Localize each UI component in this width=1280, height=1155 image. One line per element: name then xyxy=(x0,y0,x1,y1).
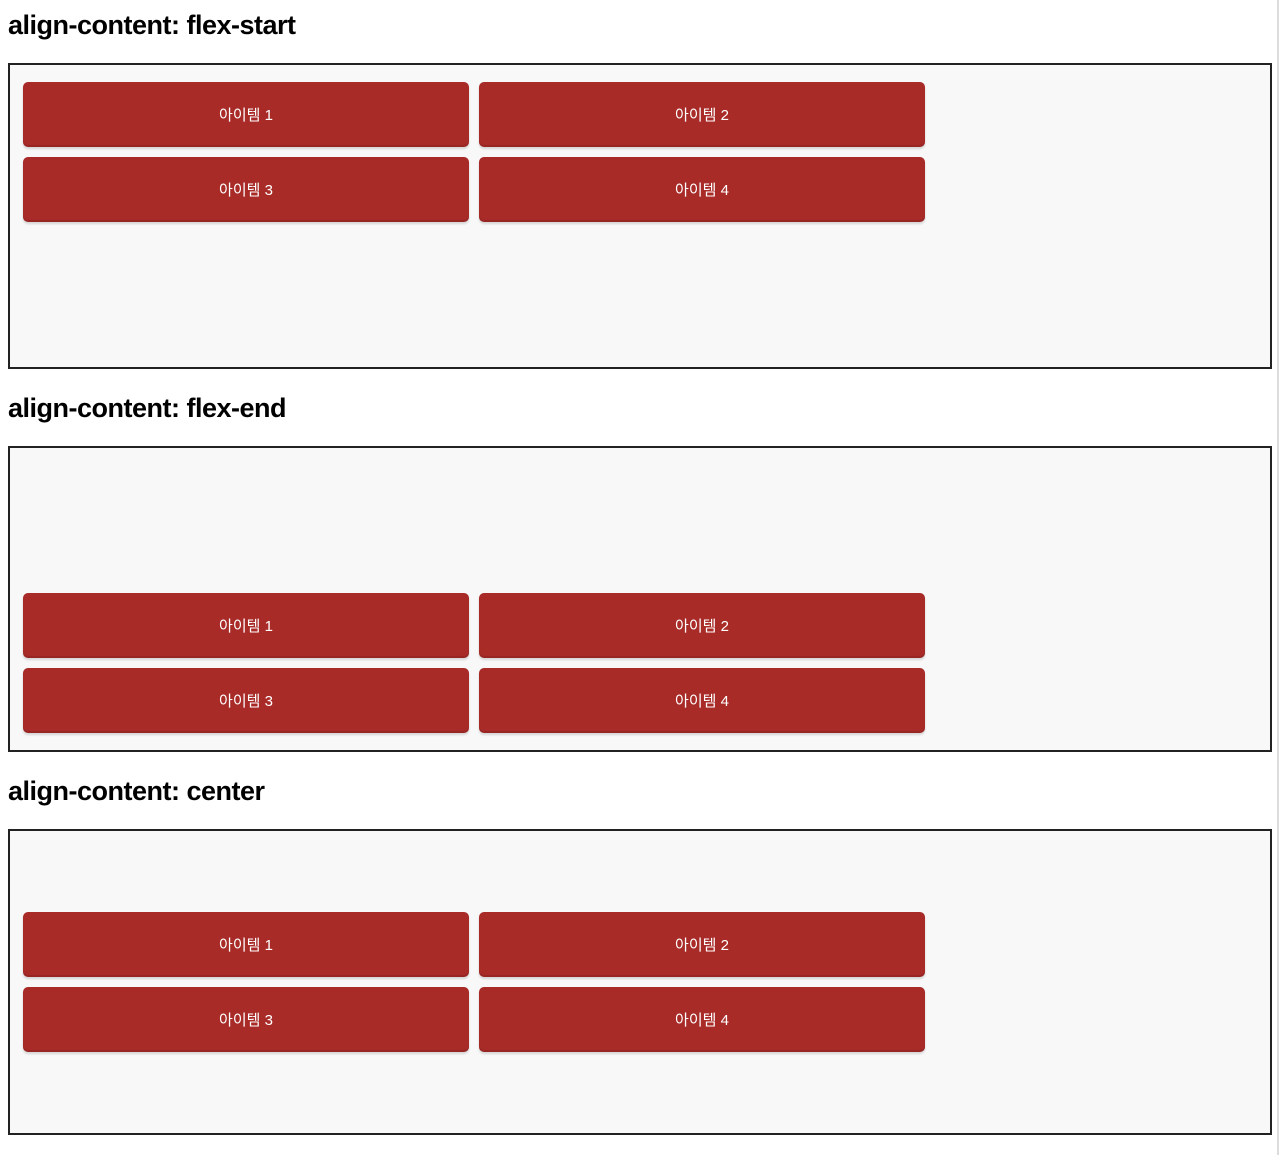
flex-item: 아이템 3 xyxy=(23,668,469,734)
flex-item: 아이템 4 xyxy=(479,157,925,223)
flex-item: 아이템 1 xyxy=(23,82,469,148)
flex-container-center: 아이템 1 아이템 2 아이템 3 아이템 4 xyxy=(8,829,1272,1136)
flex-item: 아이템 2 xyxy=(479,593,925,659)
section-align-content-flex-start: align-content: flex-start 아이템 1 아이템 2 아이… xyxy=(8,10,1272,370)
section-align-content-center: align-content: center 아이템 1 아이템 2 아이템 3 … xyxy=(8,776,1272,1136)
section-heading: align-content: flex-end xyxy=(8,393,287,424)
flex-item: 아이템 3 xyxy=(23,157,469,223)
page-right-edge-line xyxy=(1277,0,1279,1155)
page: align-content: flex-start 아이템 1 아이템 2 아이… xyxy=(8,10,1272,1136)
flex-container-flex-end: 아이템 1 아이템 2 아이템 3 아이템 4 xyxy=(8,446,1272,753)
flex-item: 아이템 4 xyxy=(479,668,925,734)
section-heading: align-content: center xyxy=(8,776,265,807)
flex-item: 아이템 1 xyxy=(23,912,469,978)
flex-item: 아이템 1 xyxy=(23,593,469,659)
flex-item: 아이템 2 xyxy=(479,912,925,978)
flex-container-flex-start: 아이템 1 아이템 2 아이템 3 아이템 4 xyxy=(8,63,1272,370)
flex-item: 아이템 3 xyxy=(23,987,469,1053)
section-heading: align-content: flex-start xyxy=(8,10,296,40)
flex-item: 아이템 4 xyxy=(479,987,925,1053)
section-align-content-flex-end: align-content: flex-end 아이템 1 아이템 2 아이템 … xyxy=(8,393,1272,753)
flex-item: 아이템 2 xyxy=(479,82,925,148)
